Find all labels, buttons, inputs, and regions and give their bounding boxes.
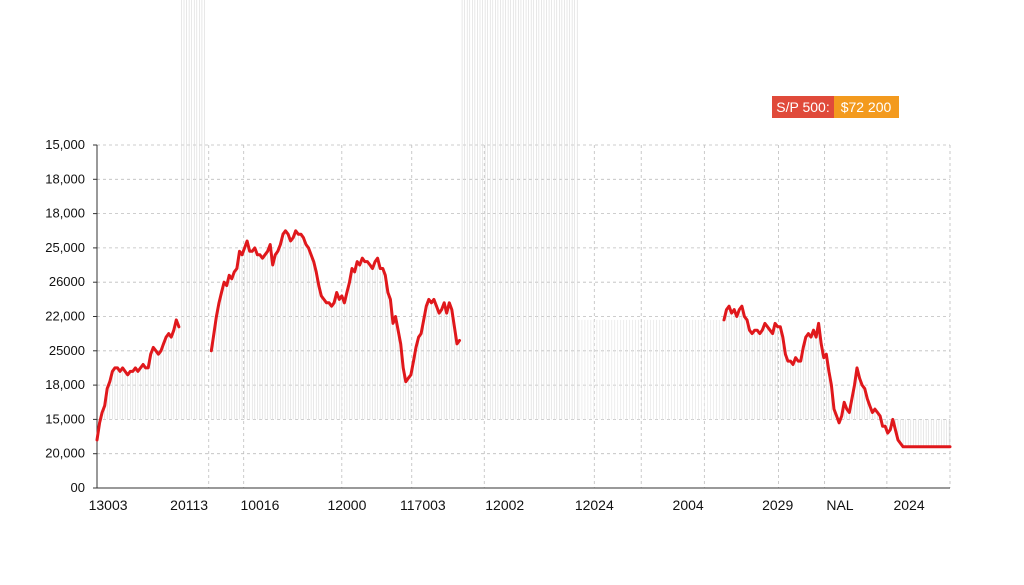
y-tick-label: 18,000 xyxy=(45,377,85,392)
area-hatching xyxy=(96,0,951,447)
x-tick-label: NAL xyxy=(826,497,853,513)
x-tick-label: 13003 xyxy=(89,497,128,513)
y-tick-label: 25,000 xyxy=(45,240,85,255)
legend-swatch-value xyxy=(834,96,899,118)
x-axis-ticks: 13003 20113 10016 12000 117003 12002 12024 2004… xyxy=(89,497,925,513)
y-tick-label: 18,000 xyxy=(45,171,85,186)
x-tick-label: 2029 xyxy=(762,497,793,513)
legend-label: S/P 500: xyxy=(776,99,829,115)
y-tick-label: 18,000 xyxy=(45,206,85,221)
y-tick-label: 26000 xyxy=(49,274,85,289)
x-tick-label: 20113 xyxy=(170,497,208,513)
x-tick-label: 10016 xyxy=(240,497,279,513)
y-tick-label: 15,000 xyxy=(45,137,85,152)
y-tick-label: 00 xyxy=(71,480,85,495)
x-tick-label: 2004 xyxy=(673,497,704,513)
series-lines xyxy=(95,229,952,449)
series-line-segment xyxy=(95,318,181,442)
legend: S/P 500: $72 200 xyxy=(772,96,899,118)
y-tick-label: 15,000 xyxy=(45,411,85,426)
x-tick-label: 2024 xyxy=(893,497,924,513)
y-axis-ticks: 15,000 18,000 18,000 25,000 26000 22,000 25000… xyxy=(45,137,85,495)
y-tick-label: 22,000 xyxy=(45,309,85,324)
x-tick-label: 12024 xyxy=(575,497,614,513)
y-tick-label: 25000 xyxy=(49,343,85,358)
legend-value: $72 200 xyxy=(841,99,892,115)
x-tick-label: 12000 xyxy=(327,497,366,513)
legend-swatch-label xyxy=(772,96,834,118)
series-line-segment xyxy=(722,304,952,449)
y-tick-label: 20,000 xyxy=(45,446,85,461)
x-tick-label: 12002 xyxy=(485,497,524,513)
series-line-segment xyxy=(209,229,461,384)
x-tick-label: 117003 xyxy=(400,497,446,513)
